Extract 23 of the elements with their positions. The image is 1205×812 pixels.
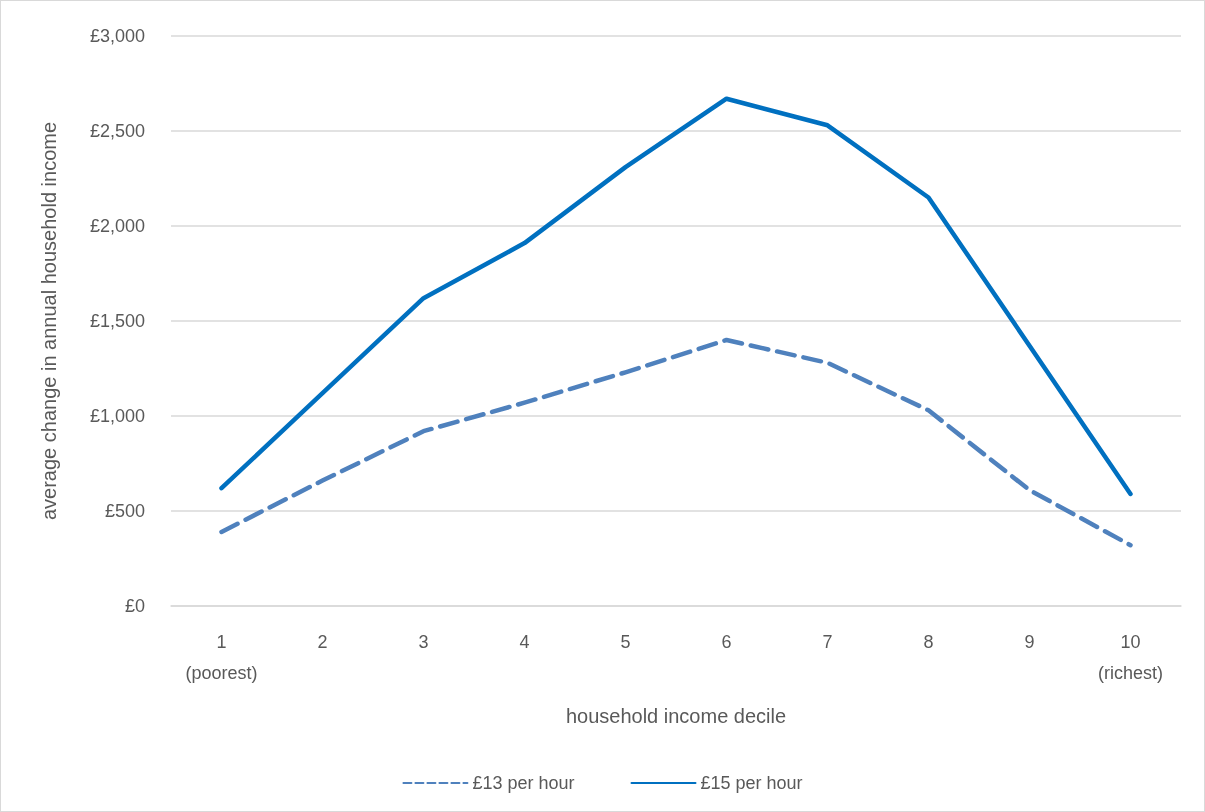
x-axis-title: household income decile <box>565 705 787 727</box>
y-tick-label: £500 <box>104 501 145 521</box>
y-tick-label: £1,500 <box>89 311 145 331</box>
y-tick-label: £1,000 <box>89 406 145 426</box>
legend-label: £13 per hour <box>472 773 575 793</box>
x-tick-label: 7 <box>822 631 833 652</box>
x-tick-label: 8 <box>923 631 934 652</box>
y-tick-label: £2,000 <box>89 216 145 236</box>
y-tick-label: £0 <box>124 596 145 616</box>
x-tick-label: 4 <box>519 631 530 652</box>
x-tick-label: 5 <box>620 631 631 652</box>
x-tick-label: 10 (richest) <box>1097 631 1164 683</box>
y-axis-title: average change in annual household income <box>38 121 60 521</box>
line-series <box>219 337 1133 548</box>
y-tick-label: £2,500 <box>89 121 145 141</box>
x-tick-label: 1 (poorest) <box>185 631 258 683</box>
legend-label: £15 per hour <box>700 773 803 793</box>
y-tick-label: £3,000 <box>89 26 145 46</box>
line-series <box>219 96 1133 497</box>
x-tick-label: 9 <box>1024 631 1035 652</box>
x-tick-label: 2 <box>317 631 328 652</box>
x-tick-label: 6 <box>721 631 732 652</box>
x-tick-label: 3 <box>418 631 429 652</box>
